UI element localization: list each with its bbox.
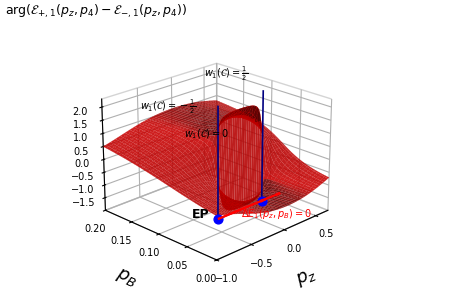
X-axis label: $p_z$: $p_z$ [294, 265, 319, 289]
Y-axis label: $p_B$: $p_B$ [113, 265, 140, 289]
Text: $\arg(\mathcal{E}_{+,1}(p_z,p_4) - \mathcal{E}_{-,1}(p_z,p_4))$: $\arg(\mathcal{E}_{+,1}(p_z,p_4) - \math… [5, 3, 187, 20]
